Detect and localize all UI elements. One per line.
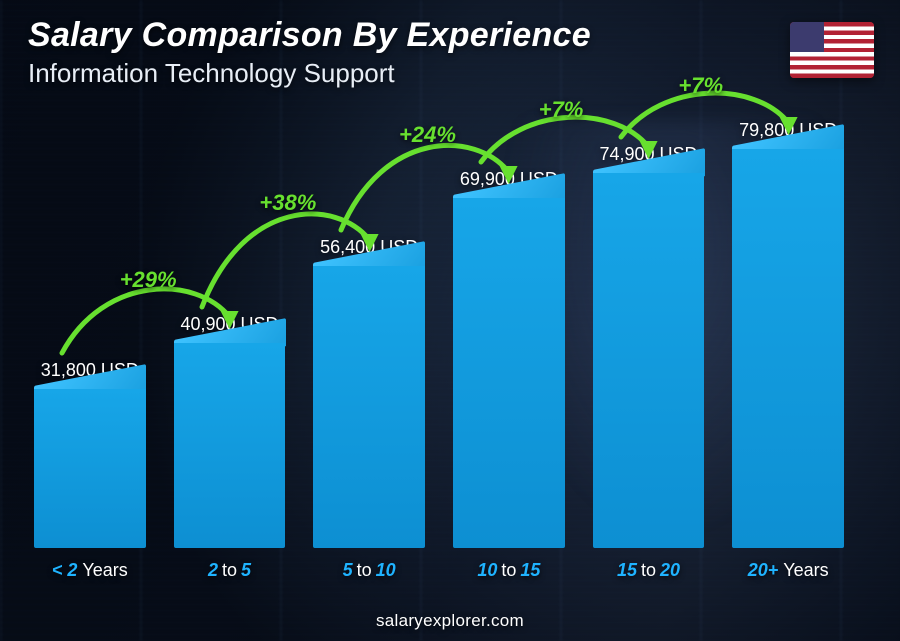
bar-x-label: < 2 Years <box>52 560 128 581</box>
bar-column: 74,900 USD15to20 <box>593 144 705 581</box>
flag-icon <box>790 22 874 78</box>
bar <box>593 173 705 548</box>
bar-column: 56,400 USD5to10 <box>313 237 425 581</box>
bar-column: 79,800 USD20+ Years <box>732 120 844 581</box>
footer-attribution: salaryexplorer.com <box>0 611 900 631</box>
bar-x-label: 5to10 <box>343 560 396 581</box>
increase-pct-label: +7% <box>678 73 723 99</box>
bar <box>732 149 844 548</box>
bar <box>34 389 146 548</box>
chart-title: Salary Comparison By Experience <box>28 16 591 55</box>
bar-column: 40,900 USD2to5 <box>174 314 286 581</box>
bar-column: 31,800 USD< 2 Years <box>34 360 146 581</box>
bar-x-label: 10to15 <box>477 560 540 581</box>
bar <box>453 198 565 548</box>
bar <box>313 266 425 548</box>
bar-x-label: 15to20 <box>617 560 680 581</box>
bar-column: 69,900 USD10to15 <box>453 169 565 581</box>
bar-x-label: 20+ Years <box>748 560 829 581</box>
bar <box>174 343 286 548</box>
chart-subtitle: Information Technology Support <box>28 58 395 89</box>
bar-chart: 31,800 USD< 2 Years40,900 USD2to556,400 … <box>28 110 850 581</box>
infographic-container: Salary Comparison By Experience Informat… <box>0 0 900 641</box>
bar-x-label: 2to5 <box>208 560 251 581</box>
